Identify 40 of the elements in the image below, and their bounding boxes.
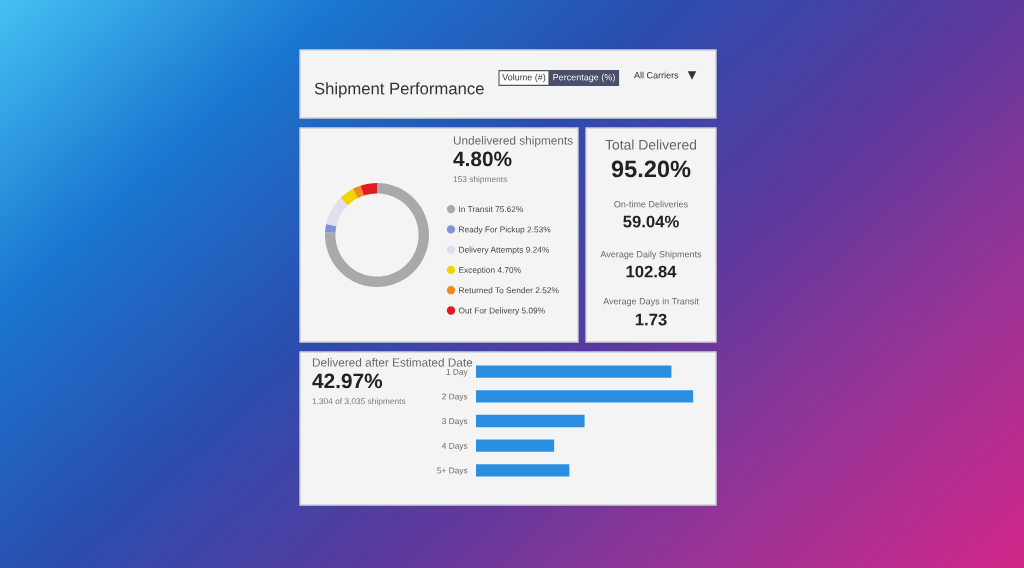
legend-label: Delivery Attempts 9.24% (459, 246, 549, 255)
text: Shipment Performance (314, 82, 484, 98)
text: 1.73 (635, 313, 667, 326)
y-tick-label: 3 Days (442, 418, 468, 426)
donut-slice (325, 183, 429, 287)
chart-title: Delivered after Estimated Date (312, 358, 473, 367)
bar (476, 414, 585, 428)
donut-slice (325, 224, 337, 233)
text: 102.84 (626, 265, 677, 278)
donut-slice (360, 183, 377, 196)
text: On-time Deliveries (614, 200, 688, 208)
bar (476, 464, 570, 477)
text: 1,304 of 3,035 shipments (312, 398, 406, 406)
legend-label: In Transit 75.62% (459, 206, 524, 213)
text: Total Delivered (605, 139, 697, 150)
text: Percentage (%) (553, 73, 615, 83)
text: 95.20% (611, 160, 691, 178)
donut-slice (340, 188, 358, 206)
chart-subtitle: 42.97% (312, 373, 383, 389)
text: 153 shipments (453, 176, 507, 184)
text: Undelivered shipments (453, 136, 573, 147)
text: All Carriers (634, 71, 679, 79)
text: 4.80% (453, 151, 512, 167)
y-tick-label: 1 Day (446, 368, 468, 377)
donut-slice (353, 185, 364, 199)
bar (476, 439, 555, 452)
text: Volume (#) (502, 73, 546, 83)
legend-label: Ready For Pickup 2.53% (459, 226, 551, 235)
y-tick-label: 4 Days (441, 442, 468, 451)
legend-label: Out For Delivery 5.09% (458, 307, 545, 316)
legend-label: Exception 4.70% (459, 266, 521, 275)
text: 59.04% (623, 215, 679, 228)
bar (476, 365, 672, 378)
text: Average Daily Shipments (600, 250, 702, 260)
legend-label: Returned To Sender 2.52% (459, 287, 559, 294)
y-tick-label: 5+ Days (437, 467, 468, 476)
text: Average Days in Transit (603, 297, 699, 307)
y-tick-label: 2 Days (442, 393, 468, 402)
bar (476, 390, 694, 403)
donut-slice (326, 197, 348, 227)
